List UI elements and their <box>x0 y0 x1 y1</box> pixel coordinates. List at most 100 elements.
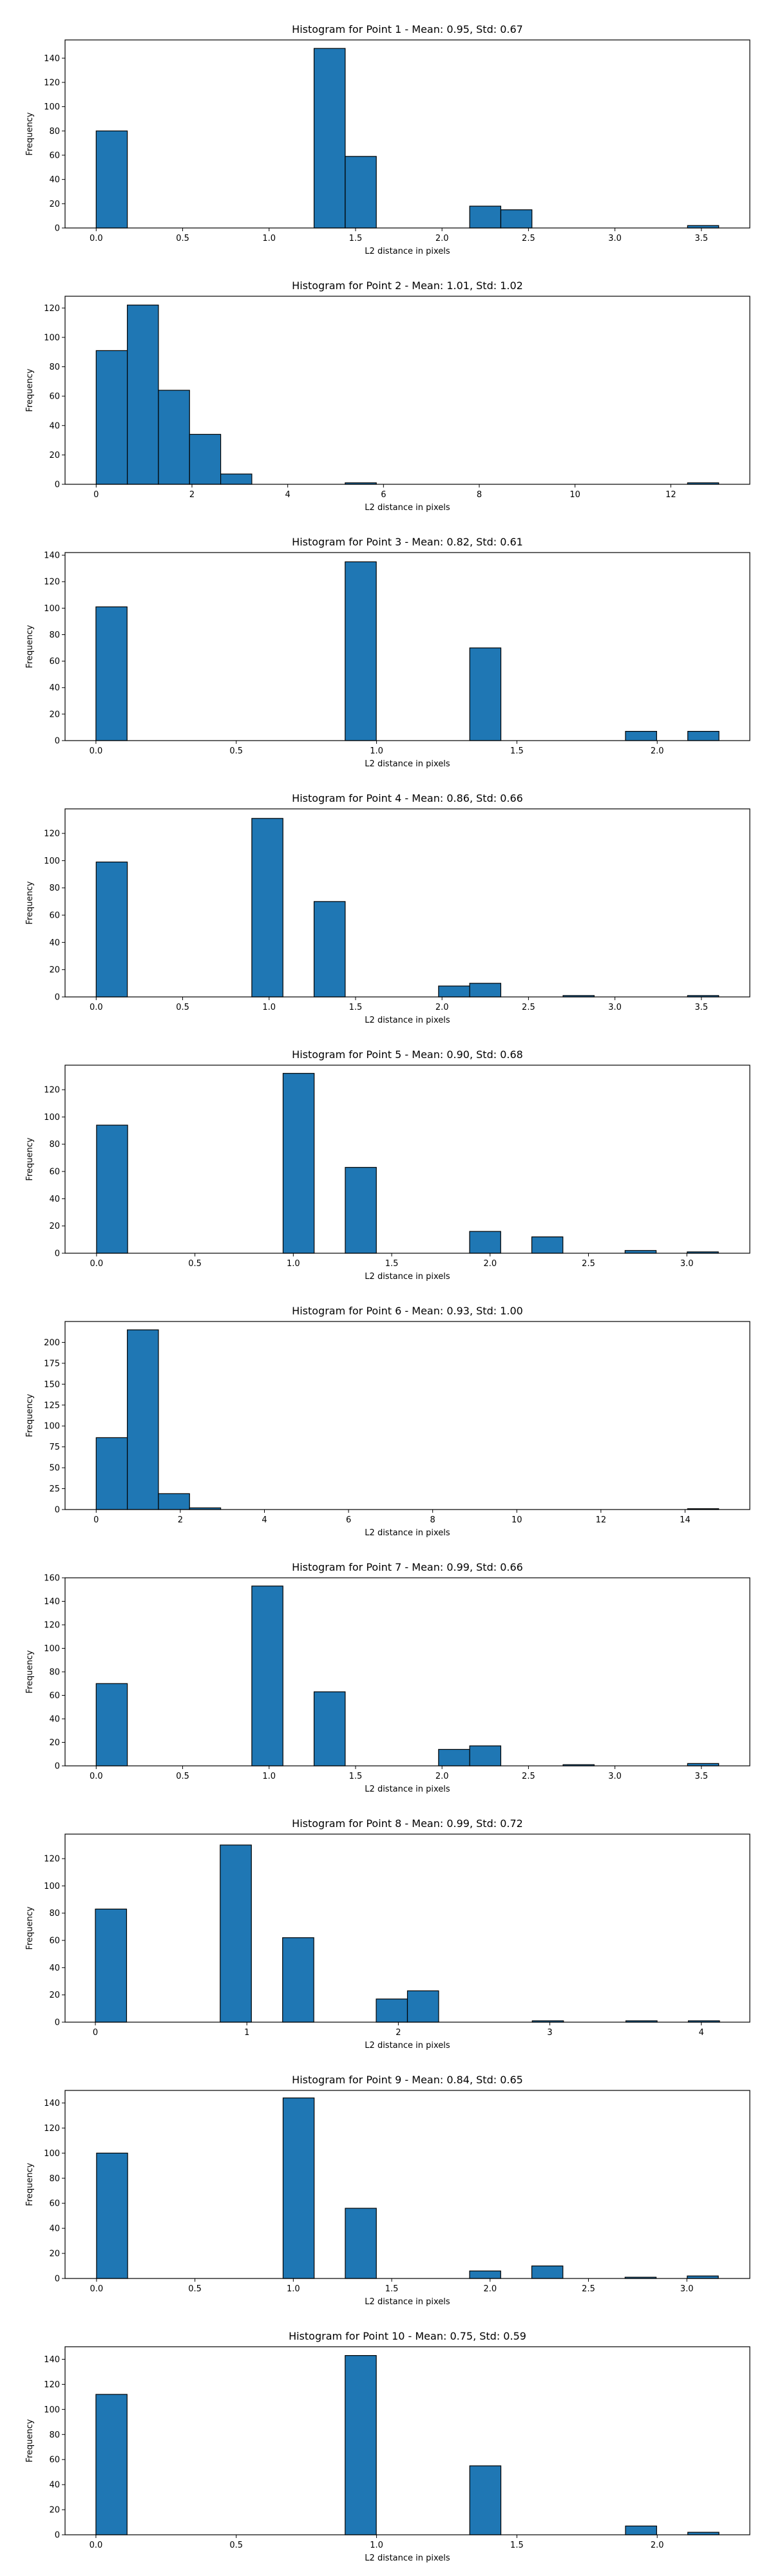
histogram-bar <box>345 1167 377 1254</box>
x-tick-label: 1 <box>244 2028 249 2038</box>
y-tick-label: 140 <box>44 2355 60 2365</box>
chart-title: Histogram for Point 4 - Mean: 0.86, Std:… <box>292 792 523 804</box>
x-tick-label: 2.5 <box>522 234 535 243</box>
plot-frame <box>64 552 750 741</box>
histogram-bar <box>438 985 470 998</box>
histogram-bar <box>282 1073 315 1254</box>
y-tick-label: 120 <box>44 578 60 587</box>
x-tick-label: 1.0 <box>262 1772 276 1781</box>
histogram-bar <box>251 818 283 998</box>
y-tick-label: 60 <box>49 392 60 402</box>
chart-title: Histogram for Point 2 - Mean: 1.01, Std:… <box>292 279 523 292</box>
histogram-bar <box>95 130 128 229</box>
y-tick-label: 100 <box>44 1113 60 1122</box>
x-tick-label: 2.5 <box>582 2284 595 2294</box>
chart-title: Histogram for Point 7 - Mean: 0.99, Std:… <box>292 1561 523 1573</box>
x-tick-label: 2.0 <box>435 234 449 243</box>
x-tick-label: 4 <box>285 490 291 500</box>
y-tick-label: 20 <box>49 2249 60 2259</box>
x-tick-label: 0 <box>93 1515 99 1525</box>
y-tick-label: 80 <box>49 363 60 372</box>
y-tick-label: 75 <box>49 1443 60 1452</box>
histogram-bar <box>469 205 502 229</box>
y-tick-label: 120 <box>44 78 60 88</box>
y-tick-label: 20 <box>49 710 60 719</box>
y-axis-title: Frequency <box>25 2419 35 2462</box>
x-tick-label: 6 <box>381 490 386 500</box>
y-tick-label: 120 <box>44 2380 60 2390</box>
y-axis-title: Frequency <box>25 1650 35 1693</box>
histogram-panel-3: Histogram for Point 3 - Mean: 0.82, Std:… <box>25 536 750 769</box>
y-tick-label: 120 <box>44 2124 60 2134</box>
histogram-bar <box>313 48 346 229</box>
x-tick-label: 0.5 <box>188 1259 202 1269</box>
y-tick-label: 40 <box>49 1964 60 1973</box>
histogram-bar <box>96 1124 128 1254</box>
x-tick-label: 1.5 <box>385 2284 399 2294</box>
x-tick-label: 14 <box>680 1515 691 1525</box>
x-tick-label: 1.5 <box>349 1772 363 1781</box>
y-tick-label: 120 <box>44 1855 60 1864</box>
plot-frame <box>64 39 750 229</box>
x-tick-label: 3.0 <box>608 234 622 243</box>
y-tick-label: 40 <box>49 2481 60 2490</box>
x-tick-label: 3.0 <box>680 2284 694 2294</box>
y-tick-label: 0 <box>55 993 60 1003</box>
y-tick-label: 100 <box>44 333 60 343</box>
y-tick-label: 50 <box>49 1464 60 1473</box>
y-tick-label: 20 <box>49 1991 60 2000</box>
x-axis-title: L2 distance in pixels <box>365 759 450 769</box>
x-tick-label: 1.0 <box>370 746 383 756</box>
x-tick-label: 2.5 <box>582 1259 595 1269</box>
x-tick-label: 4 <box>699 2028 704 2038</box>
x-tick-label: 2.0 <box>651 2541 664 2550</box>
y-tick-label: 60 <box>49 151 60 160</box>
x-tick-label: 0.0 <box>90 2541 103 2550</box>
histogram-bar <box>345 561 377 741</box>
histogram-bar <box>531 1236 564 1254</box>
x-tick-label: 0.0 <box>90 234 103 243</box>
y-tick-label: 60 <box>49 2199 60 2209</box>
x-tick-label: 1.0 <box>370 2541 383 2550</box>
y-tick-label: 150 <box>44 1380 60 1390</box>
histogram-bar <box>345 2208 377 2279</box>
y-tick-label: 100 <box>44 857 60 866</box>
y-axis-title: Frequency <box>25 1137 35 1180</box>
x-tick-label: 10 <box>511 1515 522 1525</box>
plot-frame <box>64 1065 750 1254</box>
y-axis-title: Frequency <box>25 1394 35 1437</box>
y-tick-label: 200 <box>44 1338 60 1348</box>
y-axis-title: Frequency <box>25 1906 35 1949</box>
x-tick-label: 2 <box>178 1515 183 1525</box>
x-tick-label: 1.0 <box>262 1003 276 1012</box>
y-tick-label: 80 <box>49 884 60 893</box>
y-tick-label: 20 <box>49 2506 60 2515</box>
x-tick-label: 1.0 <box>262 234 276 243</box>
x-tick-label: 3 <box>547 2028 552 2038</box>
x-tick-label: 3.0 <box>608 1772 622 1781</box>
y-tick-label: 60 <box>49 1691 60 1701</box>
x-tick-label: 2.0 <box>483 2284 497 2294</box>
y-axis-title: Frequency <box>25 625 35 668</box>
histogram-bar <box>95 1683 128 1766</box>
y-tick-label: 0 <box>55 1506 60 1515</box>
y-tick-label: 175 <box>44 1359 60 1368</box>
y-tick-label: 0 <box>55 2275 60 2284</box>
histogram-bar <box>96 2152 128 2279</box>
x-axis-title: L2 distance in pixels <box>365 1272 450 1282</box>
histogram-bar <box>500 209 533 229</box>
y-tick-label: 100 <box>44 604 60 614</box>
x-tick-label: 0.5 <box>176 234 189 243</box>
y-tick-label: 40 <box>49 1715 60 1725</box>
y-tick-label: 40 <box>49 1195 60 1204</box>
x-tick-label: 3.5 <box>694 1772 708 1781</box>
y-tick-label: 25 <box>49 1484 60 1494</box>
x-axis-title: L2 distance in pixels <box>365 2297 450 2307</box>
y-tick-label: 80 <box>49 1909 60 1918</box>
x-tick-label: 1.5 <box>349 1003 363 1012</box>
x-axis-title: L2 distance in pixels <box>365 2041 450 2050</box>
x-tick-label: 1.5 <box>510 2541 524 2550</box>
y-tick-label: 40 <box>49 421 60 431</box>
y-tick-label: 120 <box>44 304 60 314</box>
